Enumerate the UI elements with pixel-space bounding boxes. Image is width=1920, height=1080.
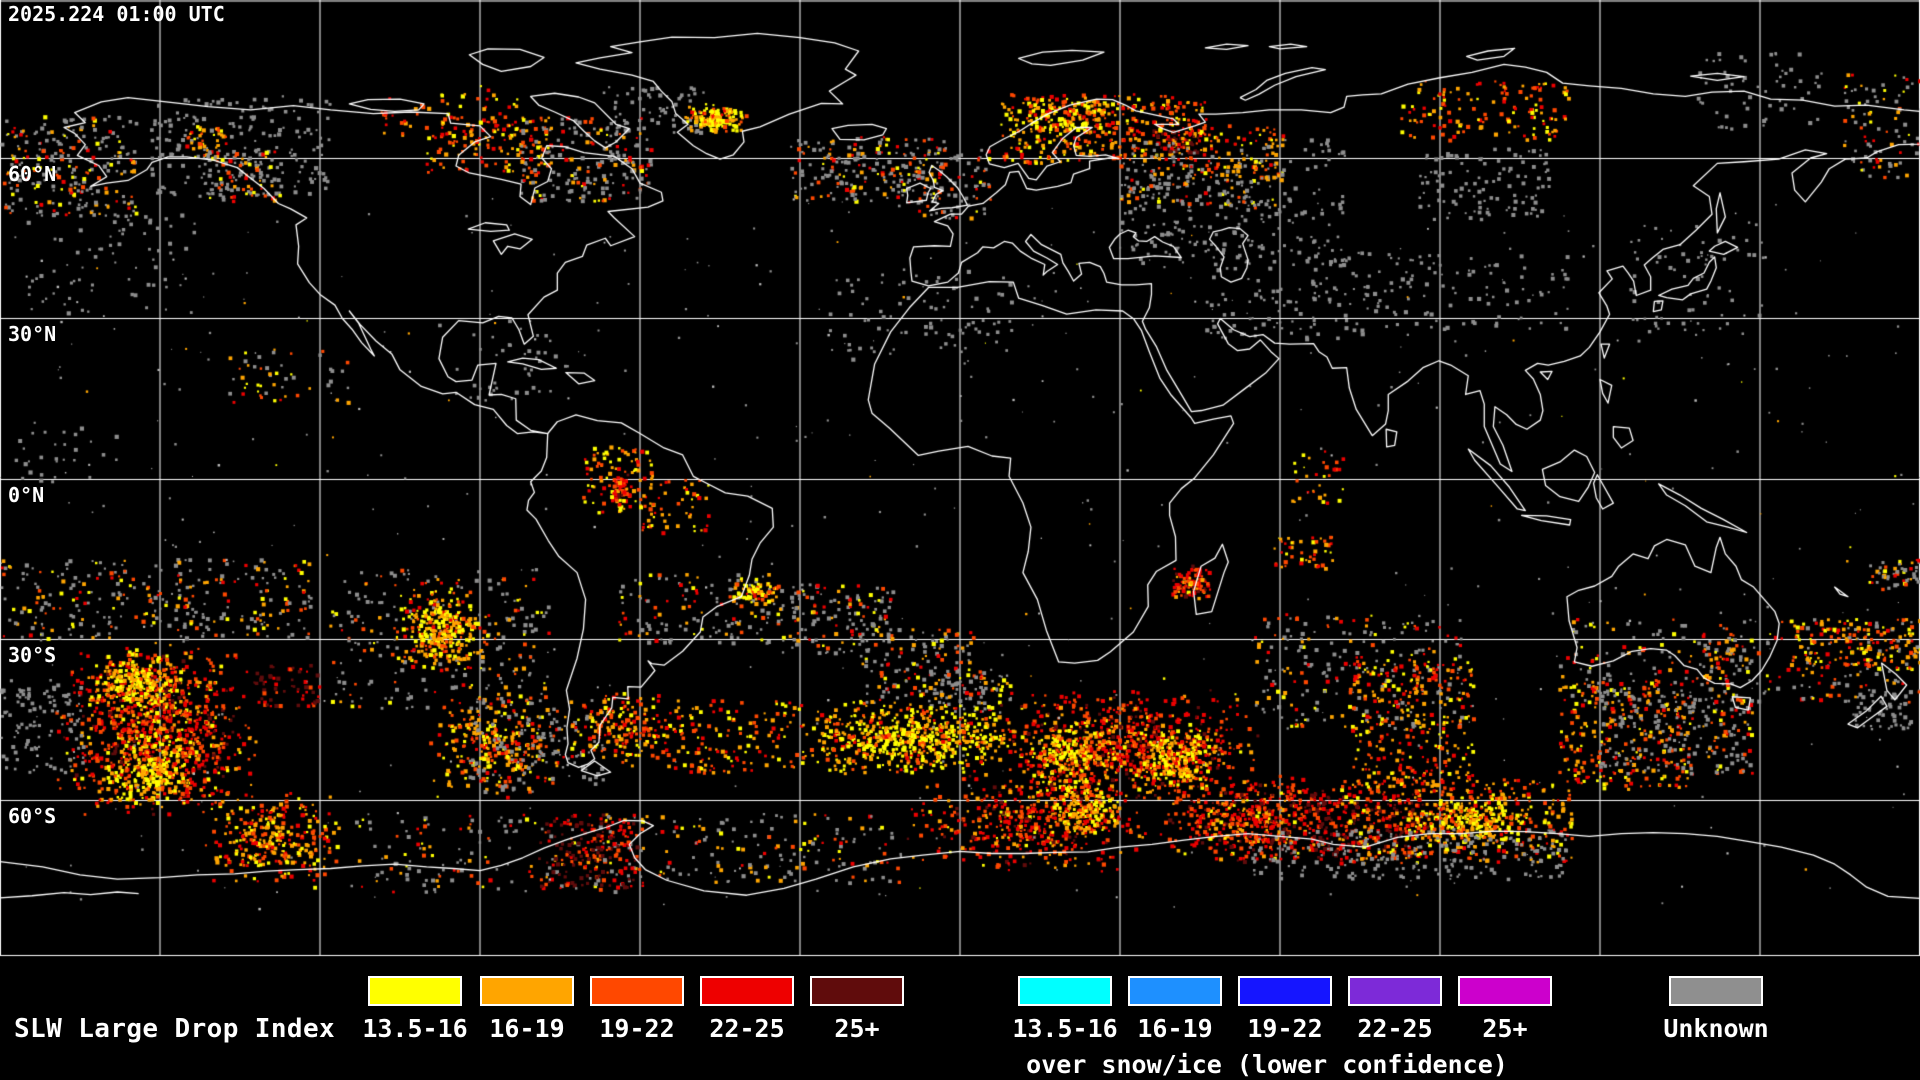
lat-label-30n: 30°N <box>8 322 57 346</box>
legend-label-warm-13.5-16: 13.5-16 <box>362 1014 468 1043</box>
lat-label-0n: 0°N <box>8 483 45 507</box>
legend-swatch-warm-16-19 <box>480 976 574 1006</box>
legend-label-warm-22-25: 22-25 <box>709 1014 785 1043</box>
legend-label-warm-25plus: 25+ <box>834 1014 880 1043</box>
legend-swatch-warm-22-25 <box>700 976 794 1006</box>
legend-swatch-snowice-13.5-16 <box>1018 976 1112 1006</box>
legend-swatch-unknown <box>1669 976 1763 1006</box>
legend-label-warm-16-19: 16-19 <box>489 1014 565 1043</box>
legend-label-unknown: Unknown <box>1663 1014 1769 1043</box>
legend-swatch-snowice-19-22 <box>1238 976 1332 1006</box>
lat-label-60s: 60°S <box>8 804 57 828</box>
legend-label-snowice-16-19: 16-19 <box>1137 1014 1213 1043</box>
legend-swatch-warm-13.5-16 <box>368 976 462 1006</box>
lat-label-30s: 30°S <box>8 643 57 667</box>
legend-swatch-snowice-16-19 <box>1128 976 1222 1006</box>
legend-swatch-warm-19-22 <box>590 976 684 1006</box>
timestamp-label: 2025.224 01:00 UTC <box>8 2 225 26</box>
legend-swatch-snowice-22-25 <box>1348 976 1442 1006</box>
legend-label-snowice-25plus: 25+ <box>1482 1014 1528 1043</box>
legend-snowice-subtitle: over snow/ice (lower confidence) <box>1026 1050 1508 1079</box>
legend-title: SLW Large Drop Index <box>14 1014 336 1044</box>
lat-label-60n: 60°N <box>8 162 57 186</box>
legend-swatch-warm-25plus <box>810 976 904 1006</box>
legend-swatch-snowice-25plus <box>1458 976 1552 1006</box>
legend-label-snowice-22-25: 22-25 <box>1357 1014 1433 1043</box>
legend-label-snowice-19-22: 19-22 <box>1247 1014 1323 1043</box>
legend-label-snowice-13.5-16: 13.5-16 <box>1012 1014 1118 1043</box>
legend-label-warm-19-22: 19-22 <box>599 1014 675 1043</box>
